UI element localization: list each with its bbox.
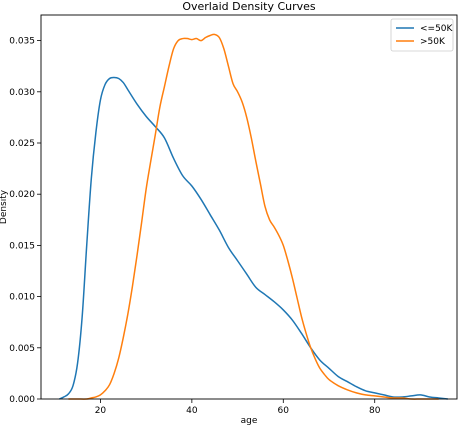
legend-label-le50k: <=50K (420, 24, 454, 34)
y-tick-label: 0.010 (9, 293, 35, 303)
x-tick-label: 20 (95, 406, 107, 416)
y-tick-label: 0.025 (9, 139, 35, 149)
density-line-gt50k (68, 33, 439, 400)
y-tick-label: 0.030 (9, 88, 35, 98)
chart-title: Overlaid Density Curves (182, 0, 316, 13)
x-tick-label: 80 (369, 406, 381, 416)
y-tick-label: 0.035 (9, 37, 35, 47)
y-tick-label: 0.005 (9, 344, 35, 354)
density-line-le50k (58, 76, 448, 400)
x-axis-label: age (241, 416, 258, 426)
y-tick-label: 0.020 (9, 190, 35, 200)
legend-box (390, 18, 454, 52)
x-tick-label: 40 (186, 406, 198, 416)
x-tick-label: 60 (278, 406, 290, 416)
legend: <=50K >50K (390, 18, 454, 52)
y-tick-label: 0.015 (9, 241, 35, 251)
y-axis-label: Density (0, 189, 9, 224)
y-tick-label: 0.000 (9, 395, 35, 405)
legend-label-gt50k: >50K (420, 37, 446, 47)
plot-area: 20 40 60 80 0.000 0.005 0.010 0.015 0.020 0.025 0.… (9, 33, 448, 416)
plot-frame (40, 14, 458, 400)
